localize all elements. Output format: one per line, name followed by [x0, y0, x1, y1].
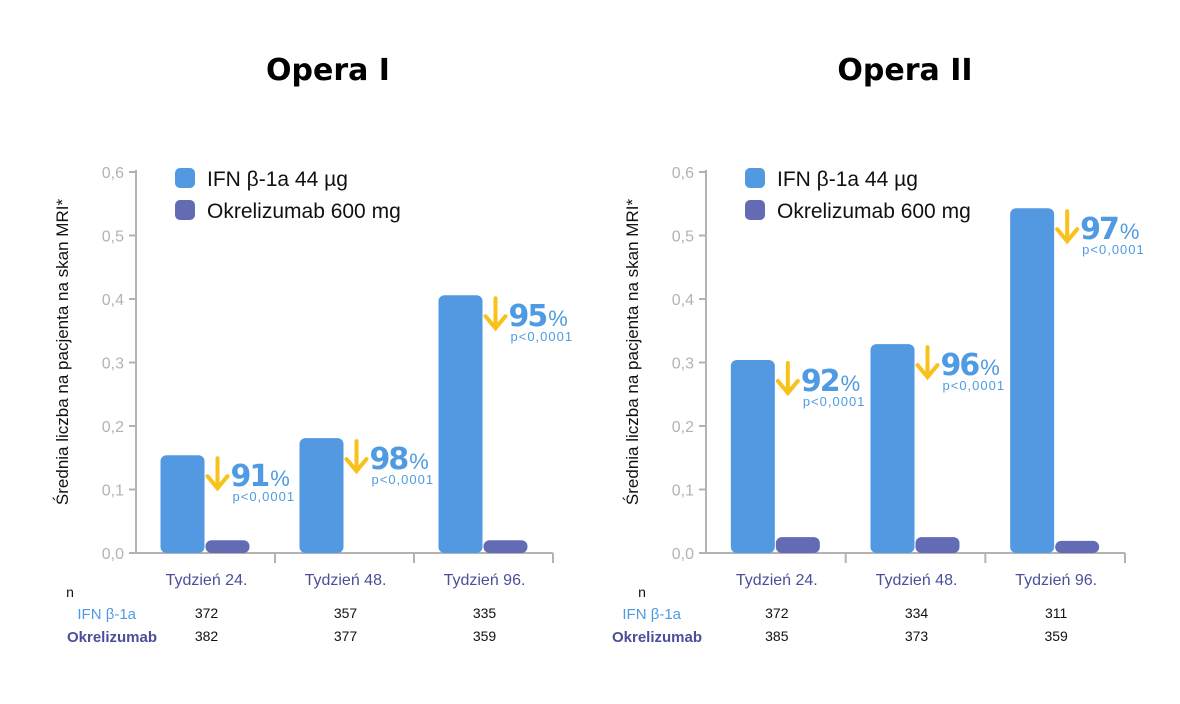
p-value: p<0,0001	[803, 394, 866, 409]
bar-okrelizumab	[205, 540, 250, 553]
n-row-label: Okrelizumab	[612, 629, 702, 646]
y-axis-label: Średnia liczba na pacjenta na skan MRI*	[623, 199, 642, 506]
percent-sign: %	[1120, 219, 1140, 244]
y-tick-label: 0,3	[102, 356, 124, 373]
y-tick-label: 0,6	[102, 165, 124, 182]
down-arrow-icon	[1055, 209, 1080, 245]
n-header: n	[638, 584, 646, 600]
n-value: 359	[473, 628, 497, 644]
y-tick-label: 0,1	[672, 483, 694, 500]
percent-sign: %	[841, 371, 861, 396]
x-tick-label: Tydzień 96.	[444, 572, 526, 589]
bar-okrelizumab	[775, 537, 820, 553]
chart-title: Opera II	[837, 53, 972, 88]
chart-opera-1: Opera I 0,0 0,1 0,2 0,3 0,4 0,5 0,6 Średnia licz…	[53, 53, 574, 646]
x-tick-label: Tydzień 48.	[305, 572, 387, 589]
x-tick-label: Tydzień 24.	[166, 572, 248, 589]
y-tick-label: 0,6	[672, 165, 694, 182]
n-value: 311	[1045, 605, 1068, 621]
n-value: 335	[473, 605, 497, 621]
bar-ifn	[160, 455, 205, 553]
down-arrow-icon	[915, 345, 940, 381]
p-value: p<0,0001	[372, 472, 435, 487]
p-value: p<0,0001	[233, 489, 296, 504]
down-arrow-icon	[205, 456, 230, 492]
bar-okrelizumab	[483, 540, 528, 553]
p-value: p<0,0001	[943, 378, 1006, 393]
y-tick-label: 0,4	[102, 292, 124, 309]
y-tick-label: 0,0	[102, 546, 124, 563]
chart-title: Opera I	[266, 53, 390, 88]
reduction-annotation: 98 %p<0,0001	[344, 439, 435, 487]
reduction-annotation: 95 %p<0,0001	[483, 296, 574, 344]
legend-label: IFN β-1a 44 µg	[207, 168, 348, 191]
y-tick-label: 0,0	[672, 546, 694, 563]
percent-sign: %	[980, 355, 1000, 380]
legend-swatch-ifn	[175, 168, 195, 188]
n-value: 334	[905, 605, 929, 621]
x-tick-label: Tydzień 96.	[1015, 572, 1097, 589]
n-value: 357	[334, 605, 358, 621]
down-arrow-icon	[344, 439, 369, 475]
chart-opera-2: Opera II 0,0 0,1 0,2 0,3 0,4 0,5 0,6 Średnia lic…	[612, 53, 1145, 646]
down-arrow-icon	[483, 296, 508, 332]
n-row-label: IFN β-1a	[77, 606, 136, 623]
reduction-value: 98	[370, 442, 409, 477]
bar-okrelizumab	[1055, 540, 1100, 553]
reduction-annotation: 92 %p<0,0001	[775, 360, 866, 409]
n-value: 372	[195, 605, 219, 621]
legend-swatch-okrelizumab	[175, 200, 195, 220]
n-header: n	[66, 584, 74, 600]
legend-swatch-ifn	[745, 168, 765, 188]
y-tick-label: 0,2	[672, 419, 694, 436]
reduction-value: 92	[801, 364, 839, 399]
n-value: 377	[334, 628, 358, 644]
percent-sign: %	[409, 449, 429, 474]
p-value: p<0,0001	[1082, 242, 1145, 257]
n-value: 385	[765, 628, 789, 644]
n-value: 372	[765, 605, 789, 621]
bar-ifn	[1010, 208, 1055, 553]
p-value: p<0,0001	[511, 329, 574, 344]
legend-swatch-okrelizumab	[745, 200, 765, 220]
reduction-annotation: 97 %p<0,0001	[1055, 209, 1145, 257]
reduction-value: 96	[941, 348, 980, 383]
percent-sign: %	[548, 306, 568, 331]
bar-okrelizumab	[915, 537, 960, 553]
reduction-value: 97	[1080, 212, 1118, 247]
x-tick-label: Tydzień 24.	[736, 572, 818, 589]
reduction-value: 95	[509, 299, 547, 334]
bar-ifn	[730, 359, 775, 553]
y-tick-label: 0,3	[672, 356, 694, 373]
y-tick-label: 0,5	[102, 229, 124, 246]
n-value: 373	[905, 628, 929, 644]
legend-label: IFN β-1a 44 µg	[777, 168, 918, 191]
y-tick-label: 0,2	[102, 419, 124, 436]
y-tick-label: 0,5	[672, 229, 694, 246]
n-value: 359	[1044, 628, 1068, 644]
legend-label: Okrelizumab 600 mg	[777, 200, 971, 223]
n-row-label: Okrelizumab	[67, 629, 157, 646]
x-tick-label: Tydzień 48.	[876, 572, 958, 589]
bar-ifn	[438, 295, 483, 553]
y-tick-label: 0,4	[672, 292, 694, 309]
down-arrow-icon	[775, 360, 800, 397]
reduction-value: 91	[231, 459, 269, 494]
y-axis-label: Średnia liczba na pacjenta na skan MRI*	[53, 199, 72, 506]
legend-label: Okrelizumab 600 mg	[207, 200, 401, 223]
y-tick-label: 0,1	[102, 483, 124, 500]
n-value: 382	[195, 628, 219, 644]
percent-sign: %	[270, 466, 290, 491]
bar-ifn	[299, 438, 344, 553]
n-row-label: IFN β-1a	[622, 606, 681, 623]
reduction-annotation: 91 %p<0,0001	[205, 456, 296, 504]
reduction-annotation: 96 %p<0,0001	[915, 345, 1006, 393]
bar-ifn	[870, 344, 915, 553]
